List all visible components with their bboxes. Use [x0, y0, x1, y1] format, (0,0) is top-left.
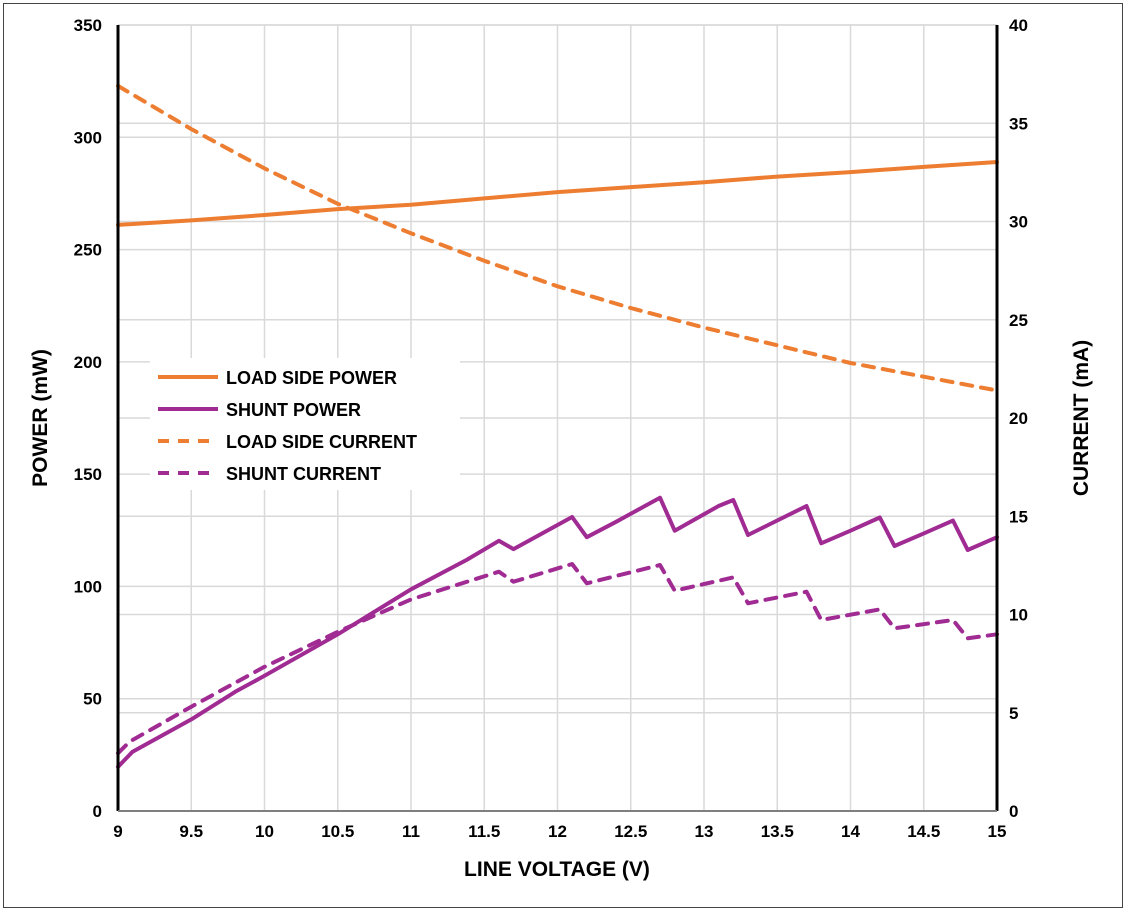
- y-left-tick-label: 50: [83, 690, 102, 709]
- series-line-shunt-power: [116, 495, 999, 769]
- y-left-tick-label: 0: [93, 802, 102, 821]
- x-tick-label: 9: [113, 822, 122, 841]
- x-axis-label: LINE VOLTAGE (V): [464, 858, 650, 881]
- chart-frame: [3, 3, 1123, 908]
- y-right-tick-label: 0: [1009, 802, 1018, 821]
- y-axis-right-label: CURRENT (mA): [1070, 340, 1093, 496]
- series-line-load-side-current: [116, 83, 999, 393]
- x-tick-label: 11: [402, 822, 420, 841]
- y-left-tick-label: 250: [74, 241, 102, 260]
- y-right-tick-label: 5: [1009, 704, 1018, 723]
- y-right-tick-label: 35: [1009, 114, 1028, 133]
- x-tick-label: 14.5: [907, 822, 940, 841]
- x-tick-label: 13.5: [761, 822, 794, 841]
- legend-label: SHUNT POWER: [226, 400, 361, 420]
- tick-labels: 9 9.5 10 10.5 11 11.5 12 12.5 13 13.5 14 14.5 150501…: [74, 16, 1028, 841]
- y-right-tick-label: 20: [1009, 409, 1028, 428]
- x-tick-label: 14: [841, 822, 860, 841]
- legend-label: LOAD SIDE POWER: [226, 368, 397, 388]
- legend-label: SHUNT CURRENT: [226, 464, 381, 484]
- x-tick-label: 13: [695, 822, 714, 841]
- axes: [116, 25, 999, 812]
- x-tick-label: 10: [255, 822, 274, 841]
- x-tick-label: 15: [988, 822, 1007, 841]
- y-right-tick-label: 10: [1009, 606, 1028, 625]
- x-tick-label: 12: [548, 822, 567, 841]
- legend-background: [150, 358, 460, 490]
- y-right-tick-label: 30: [1009, 213, 1028, 232]
- y-left-tick-label: 150: [74, 465, 102, 484]
- series-lines: [116, 83, 999, 769]
- x-tick-label: 9.5: [179, 822, 203, 841]
- series-line-load-side-power: [116, 160, 999, 227]
- y-left-tick-label: 200: [74, 353, 102, 372]
- legend-label: LOAD SIDE CURRENT: [226, 432, 417, 452]
- y-right-tick-label: 40: [1009, 16, 1028, 35]
- y-left-tick-label: 350: [74, 16, 102, 35]
- x-tick-label: 12.5: [614, 822, 647, 841]
- series-line-shunt-current: [116, 562, 999, 756]
- legend: LOAD SIDE POWER SHUNT POWER LOAD SIDE CURR…: [150, 358, 460, 490]
- x-tick-label: 10.5: [321, 822, 354, 841]
- x-tick-label: 11.5: [468, 822, 500, 841]
- y-right-tick-label: 25: [1009, 311, 1028, 330]
- y-left-tick-label: 100: [74, 577, 102, 596]
- y-left-tick-label: 300: [74, 128, 102, 147]
- y-right-tick-label: 15: [1009, 507, 1028, 526]
- y-axis-left-label: POWER (mW): [29, 349, 52, 487]
